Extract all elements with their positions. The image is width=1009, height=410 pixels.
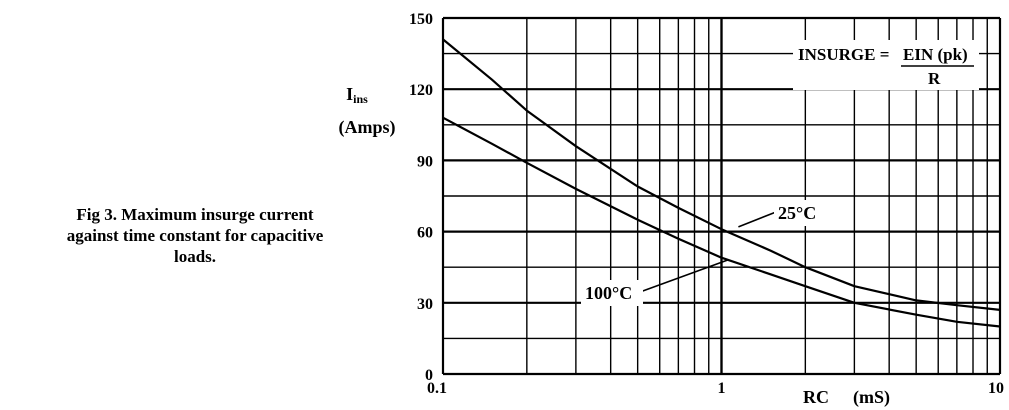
y-axis-unit: (Amps): [339, 117, 396, 138]
y-tick-label: 0: [425, 367, 433, 384]
caption-line-1: Fig 3. Maximum insurge current: [76, 205, 314, 224]
annotations: 25°C 100°C: [581, 200, 836, 306]
y-tick-label: 60: [417, 225, 433, 242]
series-line-100c: [442, 116, 1001, 328]
y-tick-label: 120: [409, 82, 433, 99]
caption-line-2: against time constant for capacitive: [66, 226, 324, 245]
annotation-label-1: 100°C: [585, 283, 632, 303]
x-axis-unit: (mS): [853, 387, 890, 408]
figure-caption: Fig 3. Maximum insurge current against t…: [20, 204, 370, 267]
series-line-25c: [442, 38, 1001, 311]
y-tick-label: 90: [417, 153, 433, 170]
x-tick-label: 10: [988, 380, 1004, 397]
annotation-bg-0: [774, 200, 836, 226]
tick-labels: 0 30 60 90 120 150 0.1 1 10: [409, 11, 1004, 397]
x-axis-label: RC: [803, 387, 829, 407]
y-tick-label: 30: [417, 296, 433, 313]
formula-lhs: INSURGE =: [798, 45, 889, 64]
x-tick-label: 0.1: [427, 380, 447, 397]
annotation-leader-0: [738, 211, 777, 228]
y-axis-label: Iins: [346, 84, 368, 106]
formula-box: [793, 40, 979, 90]
x-tick-label: 1: [718, 380, 726, 397]
annotation-bg-1: [581, 280, 643, 306]
y-tick-label: 150: [409, 11, 433, 28]
annotation-leader-1: [639, 259, 728, 293]
caption-line-3: loads.: [173, 247, 217, 266]
series-lines: [442, 38, 1001, 328]
formula-numerator: EIN (pk): [903, 45, 968, 64]
formula-denominator: R: [928, 69, 941, 88]
annotation-label-0: 25°C: [778, 203, 816, 223]
